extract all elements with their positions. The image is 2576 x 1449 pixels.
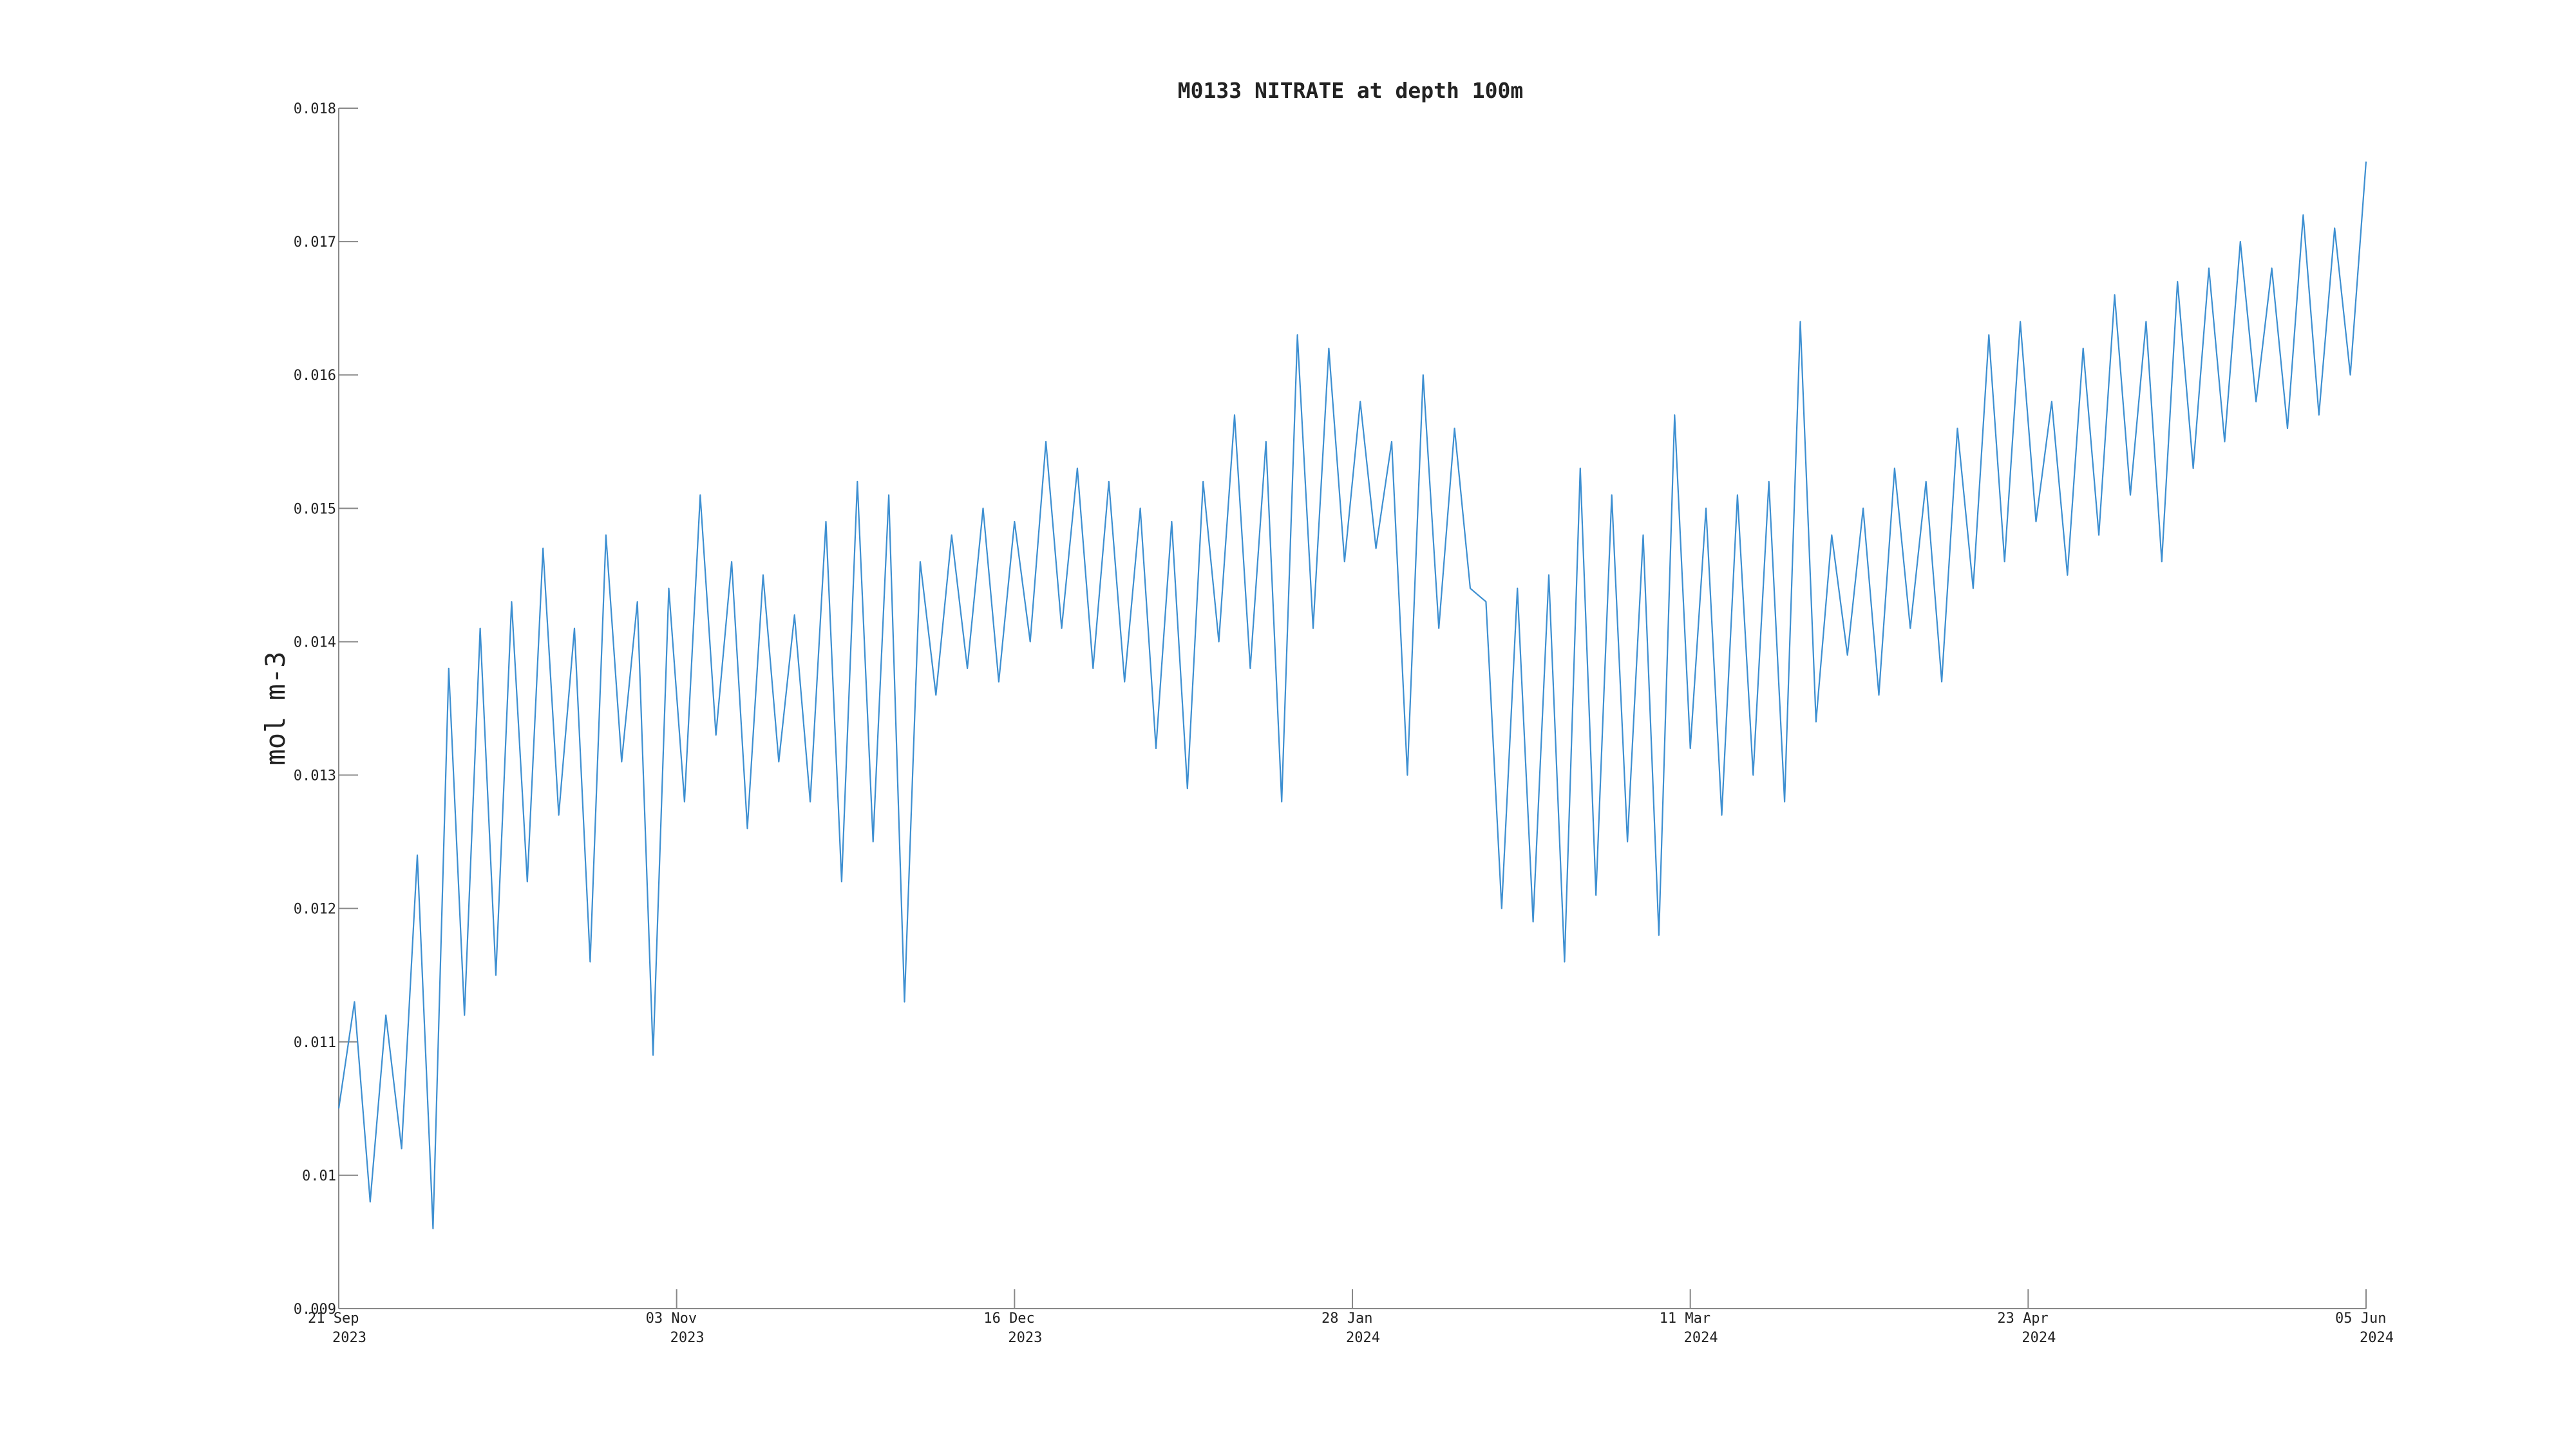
x-tick-label: 28 Jan 2024 (1321, 1311, 1380, 1346)
y-tick-label: 0.009 (294, 1302, 336, 1318)
x-tick-label: 21 Sep 2023 (308, 1311, 366, 1346)
y-tick-label: 0.014 (294, 634, 336, 650)
y-axis-label: mol m-3 (260, 651, 291, 765)
y-tick-label: 0.012 (294, 902, 336, 918)
data-line (337, 161, 2367, 1229)
chart-title: M0133 NITRATE at depth 100m (1178, 78, 1523, 103)
x-tick-label: 03 Nov 2023 (646, 1311, 705, 1346)
y-tick-label: 0.016 (294, 368, 336, 384)
y-tick-label: 0.015 (294, 501, 336, 517)
x-tick-label: 05 Jun 2024 (2335, 1311, 2394, 1346)
y-tick-label: 0.011 (294, 1035, 336, 1051)
y-tick-label: 0.01 (302, 1168, 336, 1184)
x-tick-label: 16 Dec 2023 (983, 1311, 1042, 1346)
y-tick-label: 0.018 (294, 101, 336, 117)
x-tick-label: 23 Apr 2024 (1997, 1311, 2056, 1346)
x-tick-label: 11 Mar 2024 (1660, 1311, 1718, 1346)
y-tick-label: 0.017 (294, 234, 336, 251)
y-tick-label: 0.013 (294, 768, 336, 784)
